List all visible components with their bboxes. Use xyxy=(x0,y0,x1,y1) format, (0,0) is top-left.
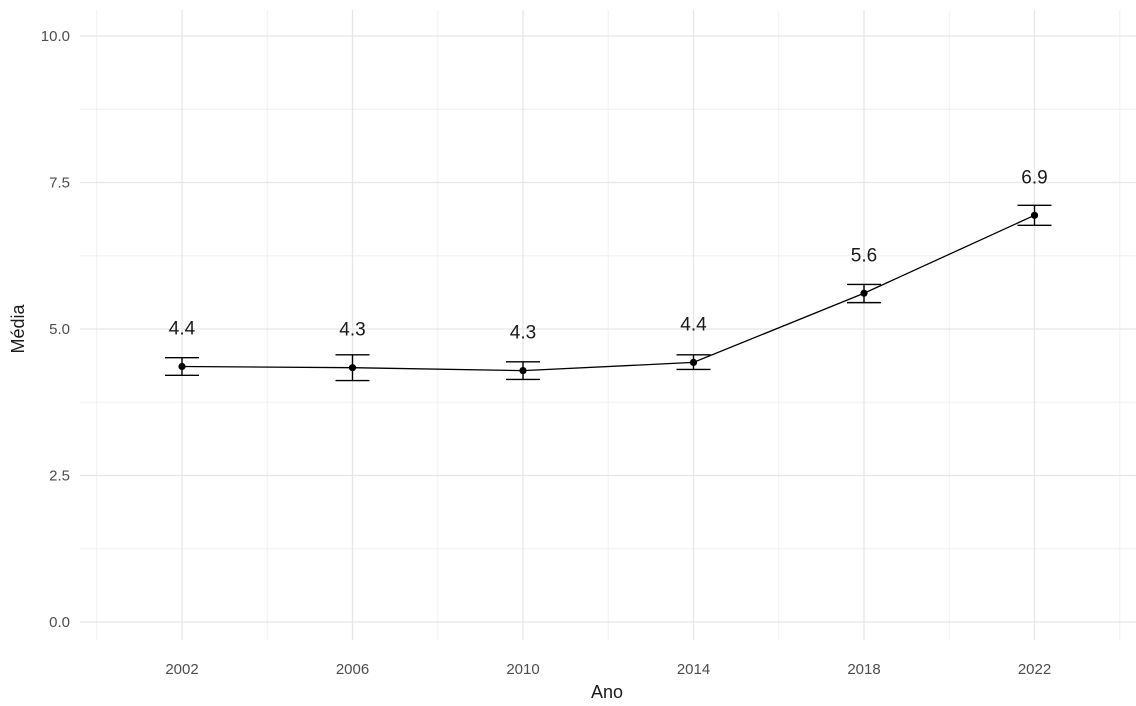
data-point xyxy=(860,289,868,297)
data-point xyxy=(519,367,527,375)
data-point xyxy=(178,362,186,371)
series-layer xyxy=(181,214,1035,372)
y-tick-label: 5.0 xyxy=(49,321,70,338)
data-point xyxy=(689,358,698,367)
x-tick-label: 2022 xyxy=(1018,661,1051,678)
data-label: 6.9 xyxy=(1021,167,1047,188)
y-tick-label: 10.0 xyxy=(41,28,70,45)
data-point xyxy=(348,364,357,372)
x-tick-label: 2014 xyxy=(677,661,710,678)
data-label: 4.3 xyxy=(339,320,365,341)
data-label: 4.4 xyxy=(169,319,196,340)
x-tick-label: 2002 xyxy=(165,661,198,678)
y-axis-title: Média xyxy=(8,304,28,354)
data-point xyxy=(1030,211,1039,219)
data-labels: 4.4 4.3 4.3 4.4 5.6 6.9 xyxy=(169,167,1048,343)
data-label: 4.4 xyxy=(680,314,707,335)
x-tick-label: 2006 xyxy=(336,661,369,678)
y-tick-label: 2.5 xyxy=(49,468,70,485)
data-label: 4.3 xyxy=(510,323,536,344)
x-axis-title: Ano xyxy=(591,682,623,702)
x-axis-ticks: 2002 2006 2010 2014 2018 2022 xyxy=(165,661,1051,678)
y-tick-label: 7.5 xyxy=(49,175,70,192)
x-tick-label: 2010 xyxy=(506,661,539,678)
data-points xyxy=(178,211,1039,375)
series-line xyxy=(181,214,1035,372)
error-bars xyxy=(165,204,1052,382)
y-tick-label: 0.0 xyxy=(49,614,70,631)
y-axis-ticks: 0.0 2.5 5.0 7.5 10.0 xyxy=(41,28,70,631)
x-tick-label: 2018 xyxy=(847,661,880,678)
grid-lines xyxy=(80,10,1136,640)
data-label: 5.6 xyxy=(851,245,877,266)
